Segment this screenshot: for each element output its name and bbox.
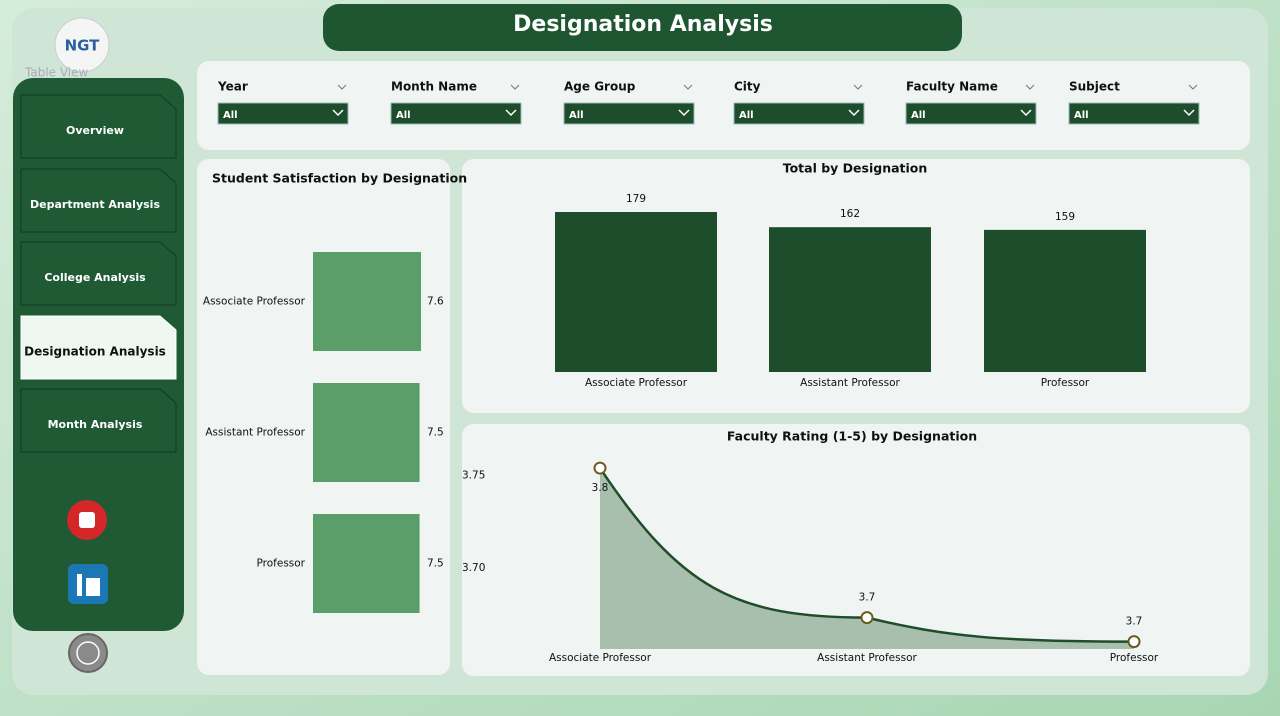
nav-label: Department Analysis — [30, 198, 160, 211]
filter-label: Subject — [1069, 80, 1120, 94]
chart-title: Faculty Rating (1-5) by Designation — [727, 429, 977, 444]
dropdown[interactable] — [563, 102, 695, 125]
value-label: 7.5 — [427, 427, 444, 439]
value-label: 3.8 — [592, 482, 609, 494]
category-label: Professor — [1041, 377, 1090, 389]
nav-label: Overview — [66, 124, 124, 137]
dropdown-value: All — [569, 110, 584, 121]
linkedin-icon-inner — [77, 574, 82, 596]
website-icon-inner — [76, 641, 100, 665]
nav-label: Designation Analysis — [24, 345, 166, 359]
nav-button[interactable] — [20, 94, 177, 159]
dropdown-value: All — [739, 110, 754, 121]
category-label: Associate Professor — [203, 296, 306, 308]
bar — [555, 212, 717, 372]
value-label: 162 — [840, 208, 860, 220]
filter-label: Age Group — [564, 80, 636, 94]
y-tick-label: 3.70 — [462, 562, 485, 574]
dropdown[interactable] — [733, 102, 865, 125]
bar — [313, 514, 420, 613]
nav-button[interactable] — [20, 388, 177, 453]
area — [600, 468, 1134, 649]
chevron — [505, 109, 517, 117]
chevron — [510, 84, 520, 90]
filter-label: Year — [217, 80, 248, 94]
filter-label: Faculty Name — [906, 80, 998, 94]
chevron — [332, 109, 344, 117]
category-label: Assistant Professor — [817, 652, 917, 664]
dropdown-value: All — [223, 110, 238, 121]
nav-label: College Analysis — [44, 271, 146, 284]
value-label: 3.7 — [1126, 616, 1143, 628]
point — [1127, 635, 1141, 649]
logo — [54, 17, 110, 73]
overlay-text: Table View — [24, 66, 89, 80]
youtube-icon-inner — [79, 512, 95, 528]
chevron — [1188, 84, 1198, 90]
value-label: 159 — [1055, 211, 1075, 223]
dropdown[interactable] — [217, 102, 349, 125]
value-label: 3.7 — [859, 592, 876, 604]
header-bar — [323, 4, 962, 51]
category-label: Assistant Professor — [205, 427, 305, 439]
dropdown-value: All — [1074, 110, 1089, 121]
nav-label: Month Analysis — [48, 418, 143, 431]
dropdown[interactable] — [390, 102, 522, 125]
category-label: Associate Professor — [549, 652, 652, 664]
value-label: 7.5 — [427, 558, 444, 570]
bar — [313, 383, 420, 482]
filter-panel — [197, 61, 1250, 150]
chevron — [1183, 109, 1195, 117]
chart-title: Student Satisfaction by Designation — [212, 171, 467, 186]
value-label: 179 — [626, 193, 646, 205]
y-tick-label: 3.75 — [462, 469, 485, 481]
chevron — [1025, 84, 1035, 90]
website-icon[interactable] — [68, 633, 108, 673]
nav-button[interactable] — [20, 168, 177, 233]
category-label: Associate Professor — [585, 377, 688, 389]
dropdown-value: All — [396, 110, 411, 121]
category-label: Professor — [1110, 652, 1159, 664]
point — [860, 611, 874, 625]
logo-text: NGT — [65, 37, 101, 55]
filter-label: Month Name — [391, 80, 477, 94]
nav-button[interactable] — [20, 241, 177, 306]
chevron — [1020, 109, 1032, 117]
dropdown[interactable] — [905, 102, 1037, 125]
chevron — [853, 84, 863, 90]
filter-label: City — [734, 80, 761, 94]
category-label: Professor — [257, 558, 306, 570]
page-title: Designation Analysis — [513, 12, 773, 37]
bar — [313, 252, 421, 351]
chart-title: Total by Designation — [783, 161, 928, 176]
chevron — [678, 109, 690, 117]
nav-button[interactable] — [20, 315, 177, 380]
chevron — [683, 84, 693, 90]
value-label: 7.6 — [427, 296, 444, 308]
point — [593, 461, 607, 475]
category-label: Assistant Professor — [800, 377, 900, 389]
bar — [769, 227, 931, 372]
chevron — [337, 84, 347, 90]
dropdown-value: All — [911, 110, 926, 121]
dropdown[interactable] — [1068, 102, 1200, 125]
chevron — [848, 109, 860, 117]
linkedin-icon-inner — [86, 578, 100, 596]
bar — [984, 229, 1146, 372]
